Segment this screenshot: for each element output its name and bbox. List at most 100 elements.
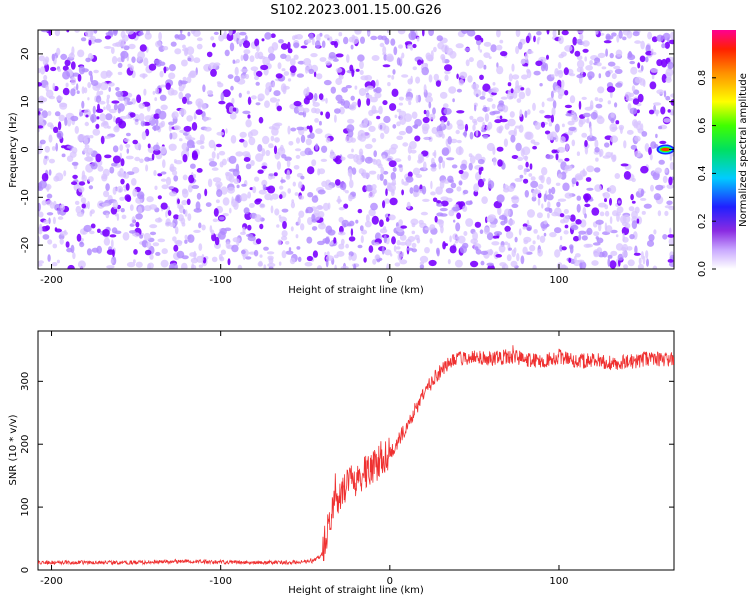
heatmap-cell	[84, 156, 93, 162]
heatmap-cell	[220, 186, 228, 195]
heatmap-cell	[103, 135, 112, 139]
heatmap-cell	[439, 91, 448, 99]
heatmap-cell	[595, 219, 604, 225]
heatmap-cell	[138, 103, 145, 109]
heatmap-cell	[477, 44, 481, 51]
heatmap-cell	[390, 143, 398, 150]
heatmap-cell	[371, 184, 377, 190]
heatmap-cell	[360, 75, 369, 81]
heatmap-cell	[456, 88, 462, 93]
heatmap-cell	[474, 104, 477, 112]
x-tick-label: -100	[209, 576, 232, 587]
heatmap-cell	[39, 180, 47, 189]
heatmap-cell	[56, 95, 63, 101]
heatmap-cell	[316, 34, 321, 43]
y-tick-label: 200	[20, 435, 31, 454]
heatmap-cell	[307, 192, 314, 198]
heatmap-cell	[137, 56, 141, 62]
heatmap-cell	[384, 37, 390, 45]
heatmap-cell	[257, 169, 264, 174]
heatmap-cell	[132, 139, 138, 145]
heatmap-cell	[651, 74, 655, 80]
heatmap-cell	[416, 237, 421, 244]
y-tick-label: -20	[20, 237, 31, 253]
heatmap-cell	[355, 155, 362, 160]
heatmap-cell	[238, 39, 244, 45]
heatmap-cell	[655, 110, 659, 117]
heatmap-cell	[546, 97, 555, 102]
heatmap-cell	[83, 137, 89, 146]
heatmap-cell	[533, 229, 538, 234]
heatmap-cell	[43, 219, 50, 224]
heatmap-cell	[48, 169, 52, 176]
heatmap-cell	[519, 174, 524, 179]
heatmap-cell	[87, 201, 90, 210]
heatmap-cell	[330, 86, 336, 94]
heatmap-cell	[429, 238, 433, 244]
heatmap-cell	[667, 61, 674, 70]
heatmap-cell	[577, 259, 585, 263]
heatmap-cell	[617, 253, 624, 261]
heatmap-cell	[645, 250, 649, 259]
heatmap-cell	[447, 175, 454, 183]
heatmap-cell	[253, 69, 257, 77]
heatmap-cell	[218, 100, 226, 105]
heatmap-cell	[419, 264, 425, 269]
heatmap-cell	[412, 66, 417, 71]
heatmap-cell	[290, 226, 294, 232]
heatmap-cell	[548, 121, 553, 127]
heatmap-cell	[665, 77, 672, 83]
heatmap-cell	[208, 158, 215, 162]
heatmap-cell	[237, 264, 243, 269]
heatmap-cell	[264, 87, 270, 96]
heatmap-cell	[224, 49, 230, 57]
heatmap-cell	[475, 153, 482, 161]
heatmap-cell	[162, 159, 166, 169]
heatmap-cell	[473, 120, 478, 126]
heatmap-cell	[656, 89, 665, 95]
heatmap-cell	[413, 191, 418, 198]
heatmap-cell	[193, 229, 201, 233]
heatmap-cell	[636, 122, 642, 131]
heatmap-cell	[195, 201, 201, 211]
heatmap-cell	[75, 205, 82, 214]
heatmap-cell	[357, 98, 362, 108]
heatmap-cell	[615, 82, 623, 88]
heatmap-cell	[628, 206, 635, 212]
heatmap-cell	[174, 125, 180, 129]
heatmap-cell	[399, 234, 407, 241]
heatmap-cell	[90, 209, 95, 215]
heatmap-cell	[182, 208, 186, 215]
x-tick-label: -200	[40, 576, 63, 587]
heatmap-cell	[138, 113, 145, 122]
heatmap-cell	[510, 134, 516, 143]
heatmap-cell	[102, 229, 110, 237]
heatmap-cell	[531, 196, 537, 202]
heatmap-cell	[532, 240, 536, 245]
heatmap-cell	[614, 102, 618, 108]
heatmap-cell	[41, 200, 47, 206]
heatmap-cell	[264, 32, 272, 40]
heatmap-cell	[335, 53, 344, 58]
heatmap-cell	[409, 187, 414, 194]
heatmap-cell	[456, 212, 461, 220]
heatmap-cell	[81, 86, 85, 94]
heatmap-cell	[41, 172, 49, 182]
snr-series-line	[38, 345, 674, 566]
heatmap-cell	[456, 139, 462, 144]
heatmap-cell	[88, 70, 93, 76]
heatmap-cell	[607, 61, 616, 67]
heatmap-cell	[347, 129, 354, 138]
heatmap-cell	[135, 221, 140, 228]
heatmap-cell	[168, 222, 176, 228]
heatmap-cell	[239, 131, 247, 138]
heatmap-cell	[498, 100, 505, 106]
heatmap-cell	[436, 35, 443, 42]
heatmap-cell	[100, 81, 109, 91]
heatmap-cell	[393, 245, 397, 253]
heatmap-cell	[473, 89, 482, 97]
heatmap-cell	[359, 60, 364, 70]
heatmap-cell	[120, 158, 125, 167]
heatmap-cell	[493, 200, 502, 209]
